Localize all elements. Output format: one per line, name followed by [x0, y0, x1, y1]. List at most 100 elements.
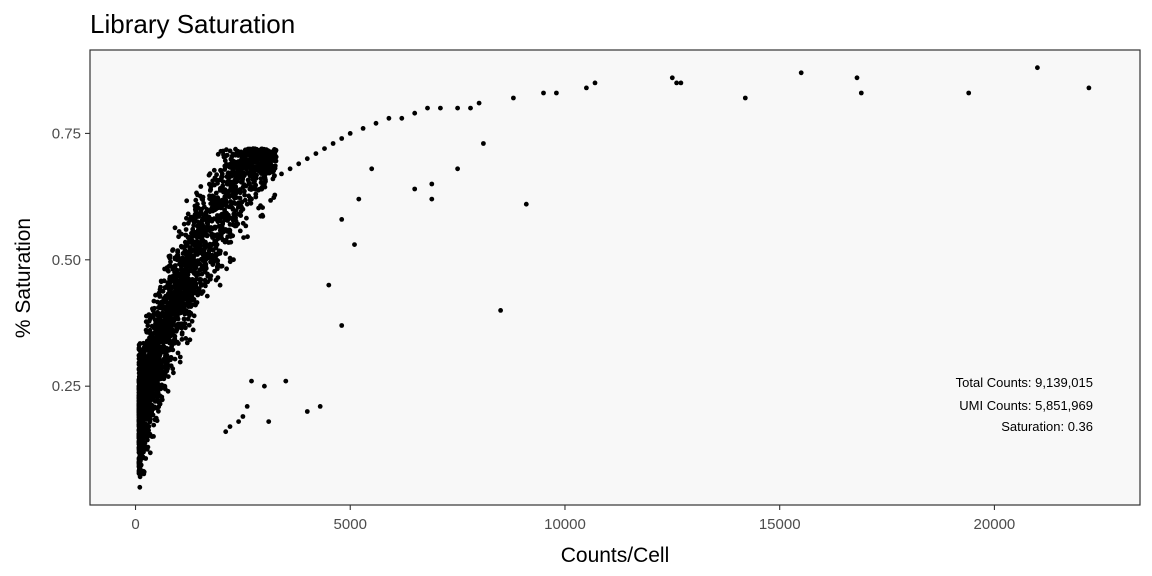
- data-point: [242, 197, 248, 203]
- data-point: [204, 233, 210, 239]
- data-point: [177, 359, 183, 365]
- data-point: [146, 312, 152, 317]
- data-point: [139, 364, 145, 369]
- data-point: [181, 221, 187, 227]
- data-point: [229, 179, 234, 185]
- data-point: [185, 211, 191, 217]
- data-point: [183, 325, 188, 331]
- data-point: [203, 283, 208, 289]
- data-point: [241, 235, 247, 241]
- data-point: [153, 292, 158, 298]
- data-point: [253, 187, 259, 192]
- data-point: [144, 355, 150, 360]
- data-point: [203, 210, 209, 215]
- data-point: [146, 330, 152, 335]
- data-point: [243, 153, 248, 159]
- data-point: [196, 220, 202, 226]
- y-axis-title: % Saturation: [12, 218, 35, 338]
- data-point: [148, 355, 154, 361]
- data-point: [210, 178, 216, 184]
- data-point: [154, 389, 160, 394]
- data-point: [198, 184, 204, 189]
- data-point: [270, 166, 275, 172]
- chart-title: Library Saturation: [90, 9, 295, 39]
- data-point: [257, 168, 262, 174]
- data-point: [159, 299, 165, 305]
- data-point: [347, 131, 353, 136]
- data-point: [227, 424, 233, 429]
- data-point: [230, 169, 235, 175]
- data-point: [169, 346, 175, 352]
- data-point: [425, 105, 430, 111]
- data-point: [253, 182, 259, 188]
- data-point: [172, 225, 178, 231]
- data-point: [137, 428, 143, 433]
- data-point: [139, 380, 145, 386]
- data-point: [237, 167, 243, 173]
- data-point: [209, 256, 215, 261]
- data-point: [173, 296, 179, 302]
- annotation-umi-counts: UMI Counts: 5,851,969: [959, 398, 1093, 413]
- data-point: [178, 243, 184, 249]
- data-point: [179, 281, 185, 287]
- data-point: [144, 369, 149, 375]
- data-point: [245, 234, 250, 240]
- data-point: [239, 159, 245, 165]
- data-point: [175, 271, 181, 277]
- data-point: [226, 164, 232, 169]
- data-point: [183, 227, 189, 232]
- data-point: [206, 228, 212, 234]
- data-point: [166, 307, 172, 313]
- data-point: [246, 180, 252, 186]
- data-point: [240, 220, 246, 226]
- data-point: [167, 328, 173, 333]
- data-point: [212, 182, 217, 188]
- data-point: [592, 80, 598, 86]
- data-point: [304, 409, 310, 414]
- data-point: [231, 186, 237, 191]
- data-point: [373, 120, 379, 126]
- data-point: [136, 462, 142, 467]
- data-point: [227, 228, 233, 233]
- data-point: [207, 196, 213, 202]
- data-point: [166, 334, 171, 340]
- data-point: [541, 90, 546, 96]
- data-point: [172, 340, 177, 346]
- data-point: [186, 279, 192, 285]
- data-point: [182, 321, 188, 326]
- x-tick-label: 5000: [334, 516, 367, 533]
- data-point: [139, 347, 145, 353]
- data-point: [219, 232, 224, 237]
- data-point: [199, 271, 205, 277]
- data-point: [165, 374, 171, 379]
- data-point: [854, 75, 860, 81]
- data-point: [231, 257, 236, 263]
- data-point: [185, 316, 191, 322]
- data-point: [139, 454, 145, 460]
- data-point: [216, 248, 222, 254]
- data-point: [225, 180, 230, 186]
- data-point: [170, 248, 175, 253]
- data-point: [201, 200, 207, 206]
- data-point: [188, 310, 194, 316]
- data-point: [468, 105, 473, 111]
- data-point: [180, 309, 186, 315]
- data-point: [498, 308, 503, 313]
- data-point: [173, 291, 179, 297]
- data-point: [228, 183, 234, 189]
- annotations: Total Counts: 9,139,015 UMI Counts: 5,85…: [956, 375, 1093, 434]
- data-point: [228, 234, 233, 239]
- data-point: [136, 398, 142, 403]
- data-point: [185, 251, 190, 257]
- data-point: [257, 151, 263, 156]
- data-point: [152, 325, 157, 331]
- data-point: [142, 433, 148, 439]
- data-point: [244, 147, 249, 153]
- data-point: [202, 277, 208, 283]
- data-point: [146, 399, 151, 404]
- data-point: [157, 294, 163, 299]
- annotation-saturation: Saturation: 0.36: [1001, 419, 1093, 434]
- data-point: [322, 146, 327, 152]
- data-point: [223, 227, 229, 232]
- x-axis-title: Counts/Cell: [561, 544, 670, 567]
